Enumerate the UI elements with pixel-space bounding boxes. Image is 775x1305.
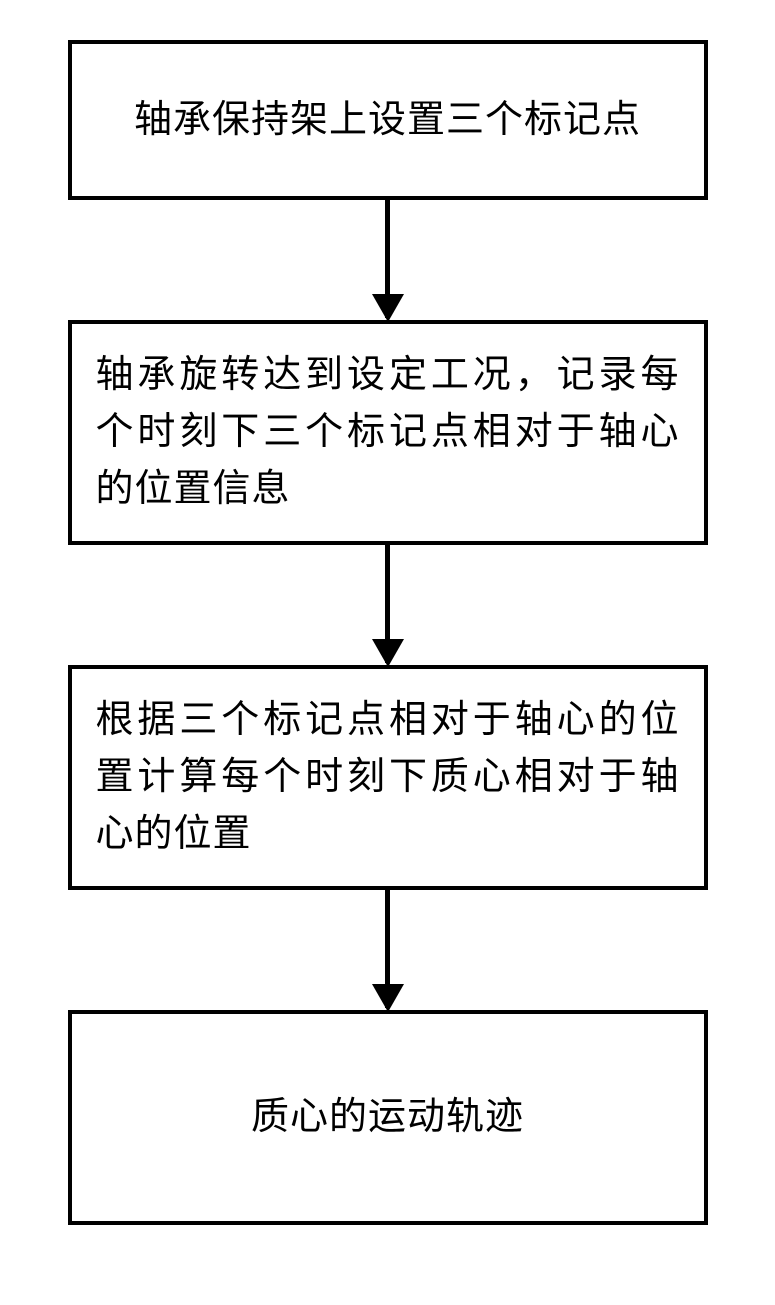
arrow-down-icon — [372, 639, 404, 667]
arrow-1 — [385, 200, 390, 320]
flowchart-box-4: 质心的运动轨迹 — [68, 1010, 708, 1225]
flowchart-box-2: 轴承旋转达到设定工况，记录每个时刻下三个标记点相对于轴心的位置信息 — [68, 320, 708, 545]
arrow-3-container — [68, 890, 708, 1010]
flowchart-box-2-text: 轴承旋转达到设定工况，记录每个时刻下三个标记点相对于轴心的位置信息 — [96, 347, 680, 518]
flowchart-box-4-text: 质心的运动轨迹 — [251, 1089, 524, 1146]
arrow-down-icon — [372, 294, 404, 322]
arrow-3 — [385, 890, 390, 1010]
flowchart-box-3-text: 根据三个标记点相对于轴心的位置计算每个时刻下质心相对于轴心的位置 — [96, 692, 680, 863]
flowchart-box-3: 根据三个标记点相对于轴心的位置计算每个时刻下质心相对于轴心的位置 — [68, 665, 708, 890]
arrow-2-container — [68, 545, 708, 665]
flowchart-box-1-text: 轴承保持架上设置三个标记点 — [134, 92, 641, 149]
flowchart-container: 轴承保持架上设置三个标记点 轴承旋转达到设定工况，记录每个时刻下三个标记点相对于… — [68, 40, 708, 1225]
arrow-2 — [385, 545, 390, 665]
arrow-1-container — [68, 200, 708, 320]
arrow-down-icon — [372, 984, 404, 1012]
flowchart-box-1: 轴承保持架上设置三个标记点 — [68, 40, 708, 200]
